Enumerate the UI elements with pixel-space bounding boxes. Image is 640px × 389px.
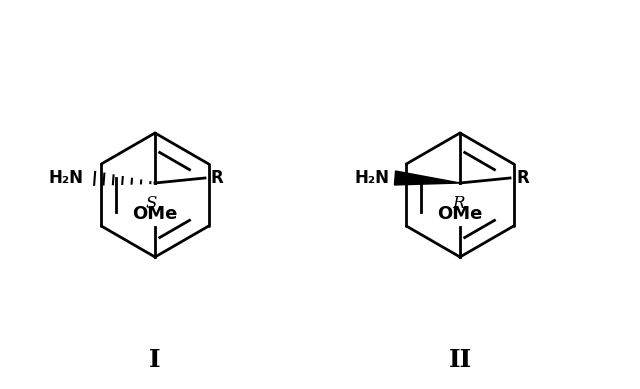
Text: S: S xyxy=(145,195,157,212)
Text: OMe: OMe xyxy=(437,205,483,223)
Text: R: R xyxy=(516,169,529,187)
Text: H₂N: H₂N xyxy=(49,169,84,187)
Text: OMe: OMe xyxy=(132,205,178,223)
Text: H₂N: H₂N xyxy=(354,169,389,187)
Polygon shape xyxy=(394,171,460,185)
Text: II: II xyxy=(449,348,472,372)
Text: R: R xyxy=(452,195,464,212)
Text: I: I xyxy=(149,348,161,372)
Text: R: R xyxy=(211,169,224,187)
